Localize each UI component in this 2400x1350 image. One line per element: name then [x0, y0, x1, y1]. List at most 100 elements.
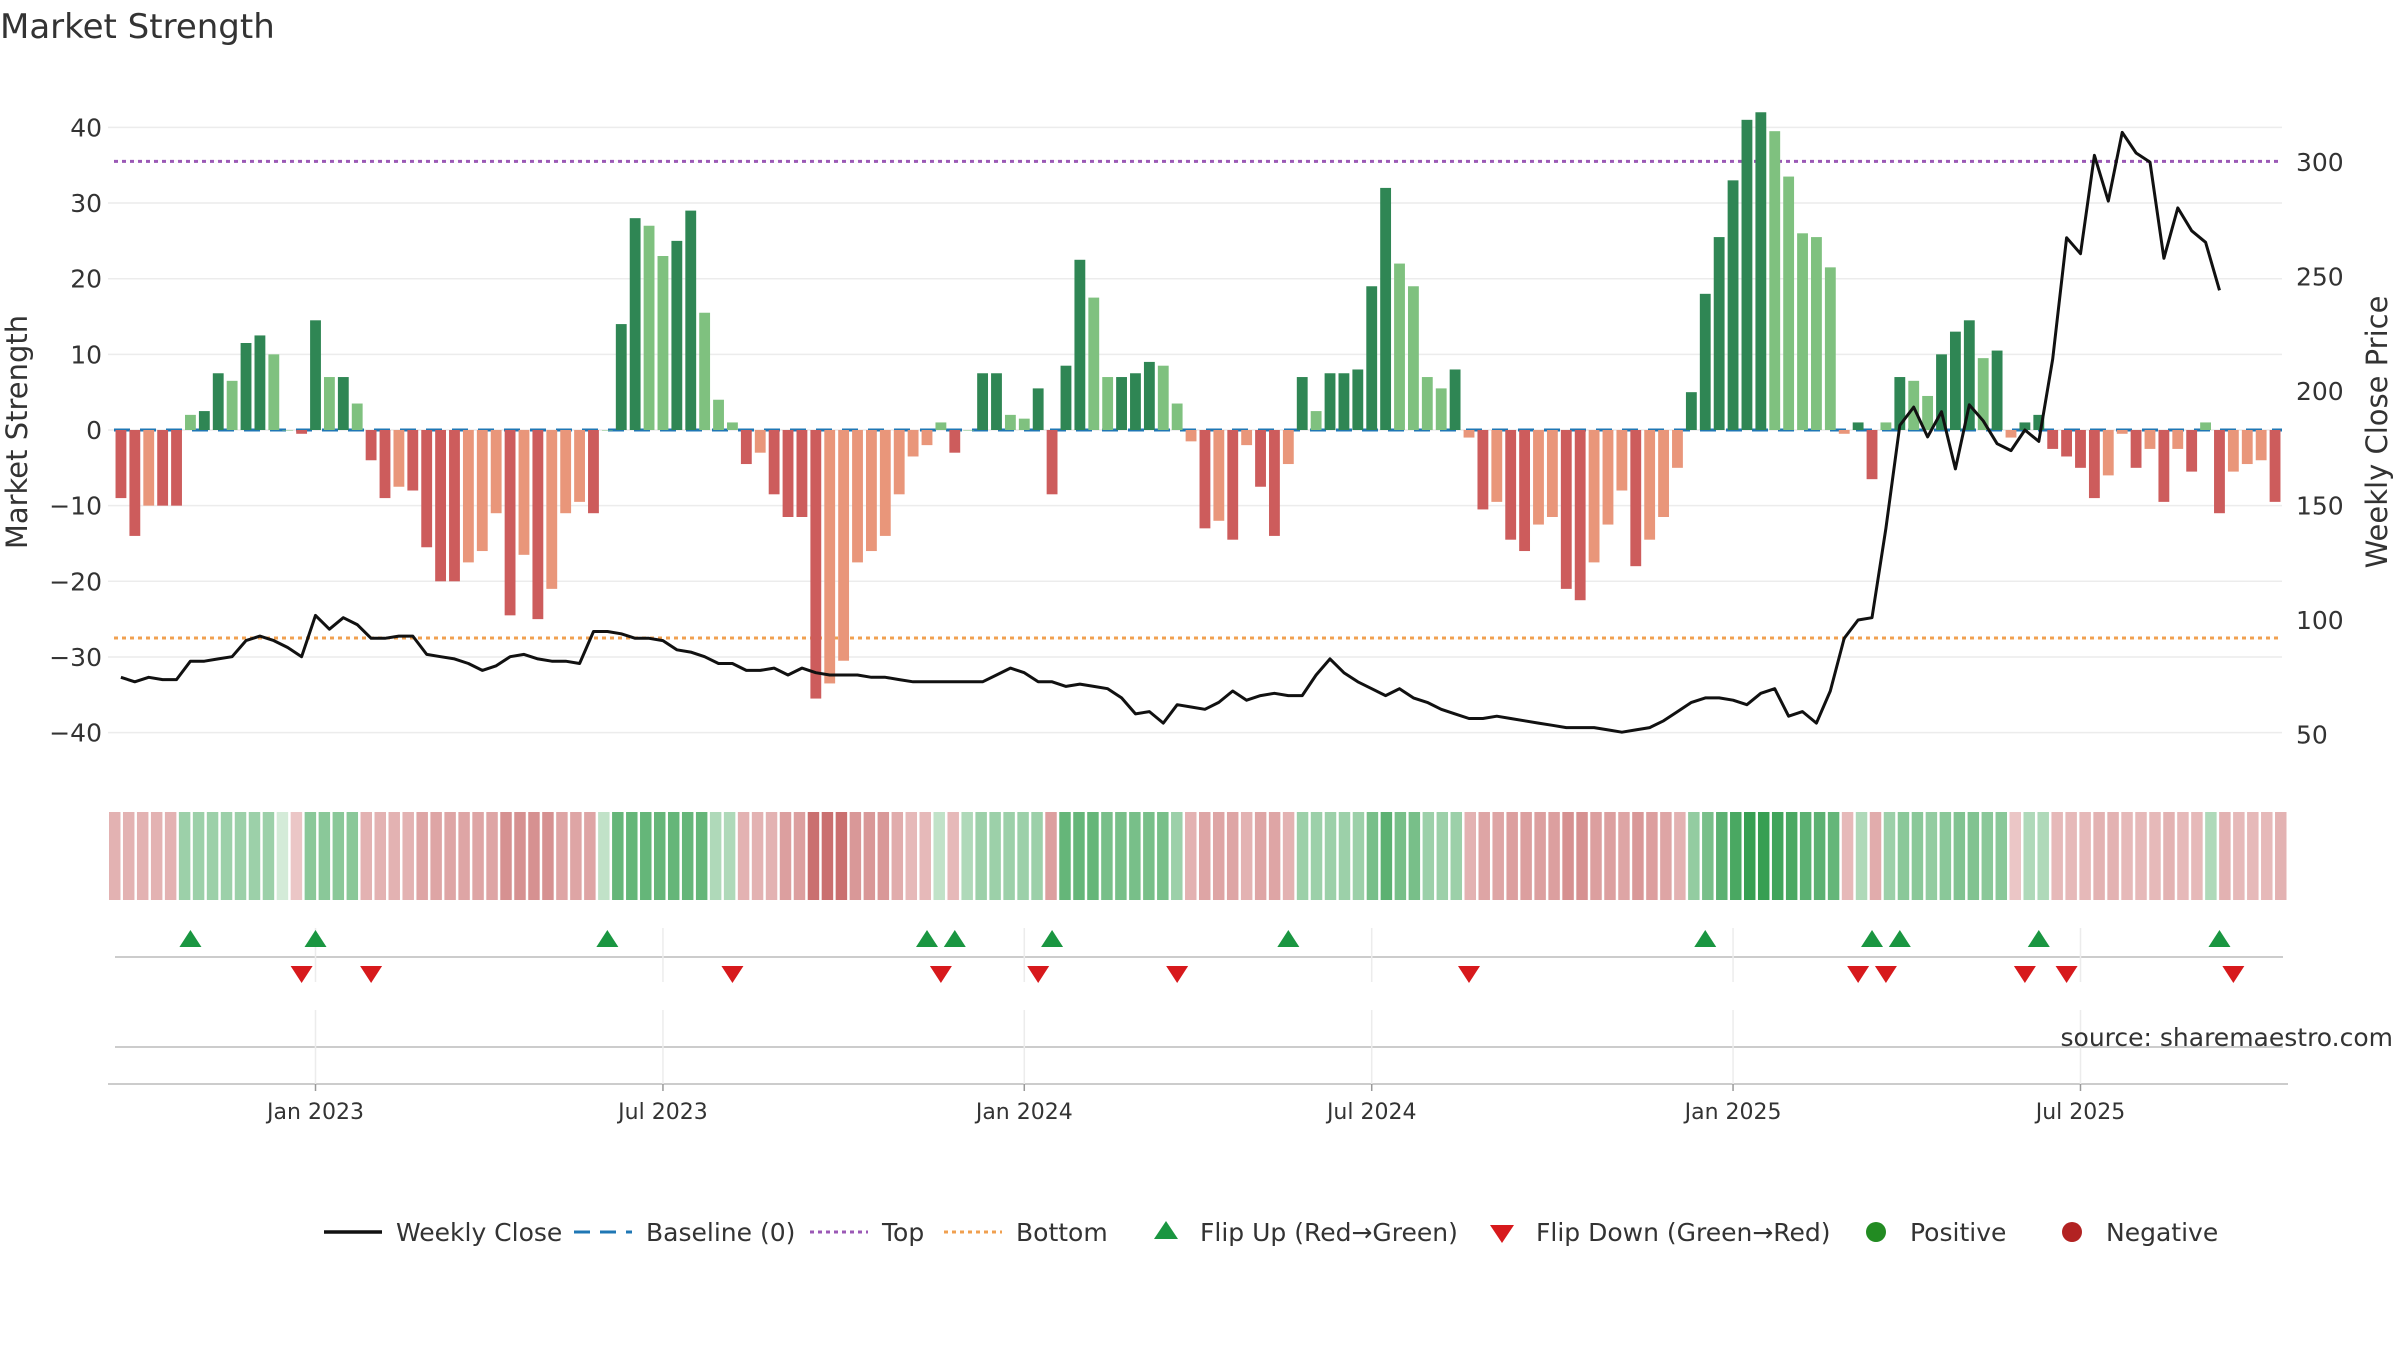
regime-cell [975, 812, 987, 900]
regime-cell [430, 812, 442, 900]
strength-bar [852, 430, 863, 563]
strength-bar [560, 430, 572, 514]
strength-bar [1143, 361, 1155, 430]
strength-bar [1491, 430, 1503, 502]
strength-bar [1991, 350, 2003, 430]
strength-bar [282, 430, 294, 431]
regime-cell [751, 812, 764, 900]
strength-bar [2158, 430, 2170, 502]
legend-item: Flip Up (Red→Green) [1154, 1218, 1458, 1247]
strength-bar [1949, 331, 1961, 430]
regime-cell [1408, 812, 1421, 900]
strength-bar [629, 218, 641, 430]
y-tick-label: 0 [86, 416, 102, 445]
y-tick-label: 40 [70, 113, 102, 142]
strength-bar [2019, 422, 2031, 430]
regime-cell [122, 812, 135, 900]
strength-bar [1310, 411, 1322, 430]
reference-lines [114, 159, 2282, 640]
strength-bar [1588, 430, 1600, 563]
regime-cell [570, 812, 582, 900]
regime-cell [1632, 812, 1644, 900]
strength-bar [1074, 259, 1086, 430]
flip-down-marker [290, 966, 313, 983]
regime-cell [612, 812, 624, 900]
strength-bar [268, 354, 280, 430]
flip-up-marker [1694, 930, 1717, 947]
regime-cell [290, 812, 303, 900]
strength-bar [2033, 414, 2045, 430]
y-axis-ticks: 40 30 20 10 0 −10 −20 −30 −40 [49, 113, 102, 747]
strength-bar [504, 430, 516, 616]
legend-label: Top [881, 1218, 924, 1247]
regime-cell [2051, 812, 2063, 900]
regime-cell [654, 812, 666, 900]
regime-cell [1422, 812, 1435, 900]
strength-bar [1672, 430, 1683, 468]
strength-bar [1866, 430, 1878, 480]
strength-bar [1880, 422, 1892, 430]
regime-cell [109, 812, 121, 900]
regime-cell [1240, 812, 1253, 900]
y2-axis-label: Weekly Close Price [2360, 296, 2394, 569]
y-tick-label: 30 [70, 189, 102, 218]
regime-cell [374, 812, 386, 900]
strength-bar [657, 256, 669, 430]
regime-cell [486, 812, 498, 900]
regime-cell [1869, 812, 1882, 900]
strength-bar [1963, 320, 1975, 430]
legend-label: Negative [2106, 1218, 2218, 1247]
regime-cell [556, 812, 568, 900]
strength-bar [1533, 430, 1544, 525]
legend-item: Positive [1866, 1218, 2006, 1247]
x-tick-label: Jul 2025 [2034, 1100, 2126, 1125]
regime-cell [1730, 812, 1742, 900]
strength-bar [240, 343, 252, 430]
strength-bar [1894, 377, 1906, 430]
regime-cell [1618, 812, 1630, 900]
legend-item: Baseline (0) [574, 1218, 795, 1247]
strength-bar [782, 430, 794, 517]
flip-up-marker [2208, 930, 2231, 947]
regime-cell [1199, 812, 1211, 900]
regime-cell [1478, 812, 1490, 900]
regime-cell [472, 812, 484, 900]
strength-bar [2130, 430, 2142, 468]
x-tick-label: Jan 2023 [265, 1100, 364, 1125]
regime-cell [2247, 812, 2259, 900]
regime-cell [821, 812, 834, 900]
strength-bar [1449, 369, 1461, 430]
regime-cell [1841, 812, 1854, 900]
strength-bar [907, 430, 919, 457]
flip-down-marker [929, 966, 952, 983]
strength-bar [310, 320, 321, 430]
y2-tick-label: 100 [2296, 606, 2344, 635]
legend: Weekly Close Baseline (0) Top Bottom Flip Up… [324, 1218, 2218, 1247]
strength-bar [713, 399, 724, 430]
regime-cell [723, 812, 736, 900]
regime-cell [2177, 812, 2189, 900]
regime-cell [388, 812, 400, 900]
strength-bar [337, 377, 349, 430]
y-tick-label: −30 [49, 643, 102, 672]
regime-cell [793, 812, 806, 900]
regime-cell [989, 812, 1001, 900]
regime-cell [1688, 812, 1700, 900]
regime-cell [1073, 812, 1085, 900]
y-tick-label: 10 [70, 340, 102, 369]
strength-bar [2255, 430, 2267, 461]
legend-item: Negative [2062, 1218, 2218, 1247]
y2-tick-label: 250 [2296, 263, 2344, 292]
regime-cell [961, 812, 973, 900]
strength-bar [2075, 430, 2086, 468]
y-tick-label: −20 [49, 567, 102, 596]
strength-bar [768, 430, 780, 495]
y2-tick-label: 200 [2296, 377, 2344, 406]
strength-bar [1060, 365, 1072, 430]
regime-cell [2135, 812, 2147, 900]
regime-cell [1282, 812, 1295, 900]
strength-bar [2200, 422, 2211, 430]
strength-bar [226, 380, 238, 430]
regime-cell [877, 812, 890, 900]
